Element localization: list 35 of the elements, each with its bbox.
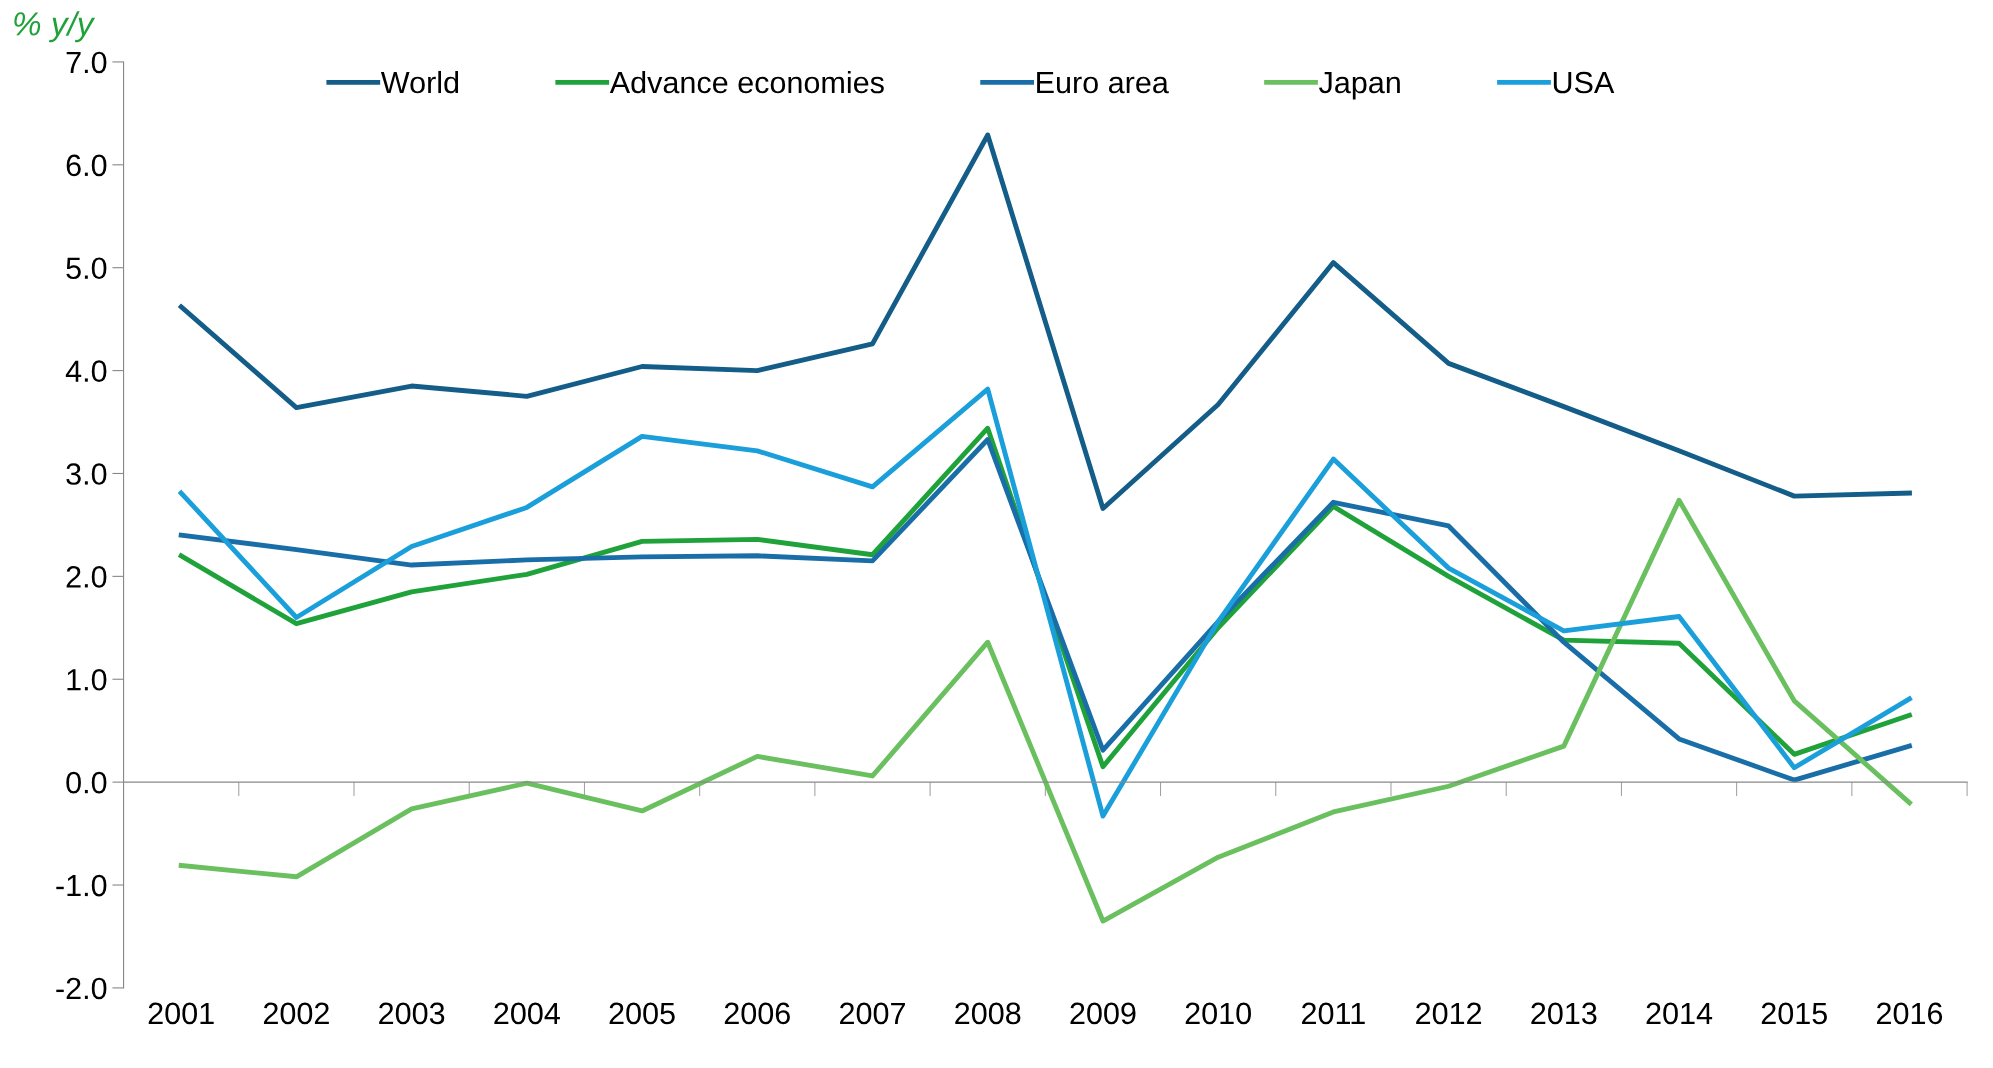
legend-label: Euro area [1037, 72, 1169, 94]
y-tick-label: 2.0 [66, 566, 107, 588]
x-tick-label: 2002 [263, 1002, 329, 1025]
y-axis-title: % y/y [14, 11, 96, 43]
y-tick-label: 7.0 [66, 51, 107, 74]
x-tick-label: 2008 [955, 1002, 1021, 1025]
y-tick-label: 6.0 [66, 154, 107, 177]
line-series [178, 132, 1912, 511]
x-tick-label: 2003 [379, 1002, 445, 1025]
x-tick-label: 2015 [1761, 1002, 1827, 1025]
legend-label: Japan [1319, 72, 1400, 100]
y-tick-label: 5.0 [66, 257, 107, 280]
legend-label: World [380, 70, 459, 94]
line-series [178, 386, 1912, 819]
y-tick-label: 0.0 [66, 771, 107, 794]
y-tick-label: 4.0 [65, 360, 107, 382]
x-tick-label: 2004 [494, 1002, 560, 1025]
x-tick-label: 2016 [1877, 1002, 1943, 1025]
x-tick-label: 2006 [724, 1002, 790, 1025]
x-tick-label: 2007 [840, 1002, 905, 1025]
legend-label: USA [1553, 71, 1615, 94]
x-tick-label: 2013 [1531, 1002, 1597, 1025]
x-tick-label: 2010 [1185, 1002, 1251, 1025]
y-tick-label: -2.0 [56, 977, 107, 1000]
x-tick-label: 2014 [1646, 1002, 1713, 1025]
x-tick-label: 2009 [1070, 1002, 1136, 1025]
y-tick-label: 3.0 [66, 463, 107, 485]
y-tick-label: -1.0 [56, 874, 107, 897]
x-tick-label: 2012 [1416, 1002, 1482, 1025]
legend-label: Advance economies [609, 70, 884, 94]
x-tick-label: 2001 [148, 1002, 214, 1025]
line-series [178, 497, 1912, 924]
x-tick-label: 2005 [609, 1002, 675, 1025]
x-tick-label: 2011 [1302, 1002, 1365, 1025]
y-tick-label: 1.0 [67, 668, 107, 691]
